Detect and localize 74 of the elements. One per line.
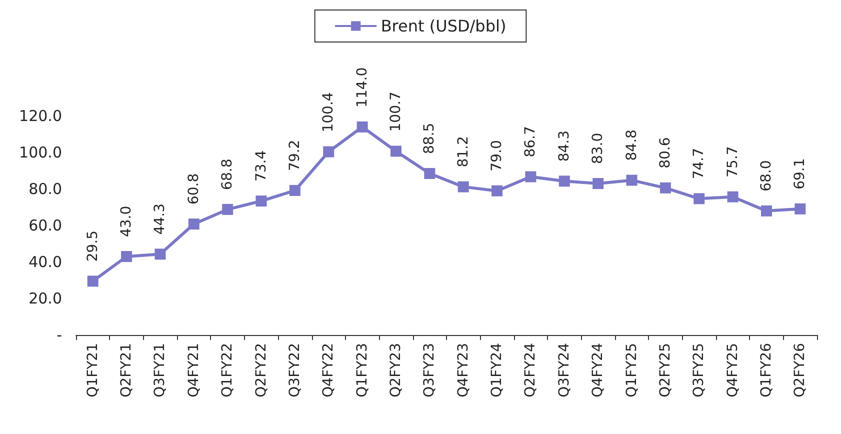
y-tick-label: 80.0 xyxy=(28,180,62,198)
x-tick-label: Q1FY22 xyxy=(220,343,236,398)
point xyxy=(727,191,738,202)
legend-label: Brent (USD/bbl) xyxy=(380,16,506,36)
text: 83.0 xyxy=(590,132,606,164)
y-tick-label: 40.0 xyxy=(28,253,62,271)
text: 29.5 xyxy=(84,230,101,262)
text: 68.0 xyxy=(758,160,774,192)
text: 100.4 xyxy=(320,92,337,132)
x-tick-label: Q4FY22 xyxy=(320,343,337,398)
x-tick-label: Q3FY21 xyxy=(152,343,168,398)
x-tick-label: Q4FY24 xyxy=(590,342,606,398)
x-tick-label: Q4FY25 xyxy=(724,343,741,398)
text: 44.3 xyxy=(152,203,168,235)
x-tick-label: Q3FY24 xyxy=(556,342,572,398)
x-tick-label: Q2FY21 xyxy=(118,343,135,398)
text: 79.2 xyxy=(286,140,303,171)
point xyxy=(256,196,267,207)
y-tick-label: - xyxy=(56,326,62,344)
x-tick-label: Q2FY23 xyxy=(388,343,404,398)
text: 100.7 xyxy=(388,92,404,132)
point xyxy=(188,218,200,230)
x-tick-label: Q1FY21 xyxy=(84,343,101,398)
x-tick-label: Q2FY24 xyxy=(522,342,539,398)
x-tick-label: Q3FY22 xyxy=(286,343,303,398)
x-tick-label: Q4FY23 xyxy=(455,343,472,398)
y-tick-label: 60.0 xyxy=(28,216,62,234)
text: 68.8 xyxy=(220,158,236,190)
point xyxy=(794,203,806,214)
text: 79.0 xyxy=(489,140,506,172)
point xyxy=(694,193,705,204)
point xyxy=(356,121,368,132)
x-tick-label: Q3FY23 xyxy=(422,343,438,398)
point xyxy=(154,248,166,260)
point xyxy=(289,184,300,196)
x-tick-label: Q4FY21 xyxy=(186,343,202,398)
x-tick-label: Q1FY23 xyxy=(354,343,370,398)
point xyxy=(222,204,234,215)
point xyxy=(660,182,671,194)
x-tick-label: Q1FY24 xyxy=(489,342,506,398)
y-tick-label: 20.0 xyxy=(28,290,62,308)
text: 43.0 xyxy=(118,206,135,238)
point xyxy=(492,185,503,196)
text: 73.4 xyxy=(253,150,270,182)
text: 86.7 xyxy=(522,126,539,158)
y-tick-label: 120.0 xyxy=(19,107,62,125)
text: 75.7 xyxy=(724,146,741,178)
x-tick-label: Q2FY25 xyxy=(657,343,674,398)
text: 114.0 xyxy=(354,67,370,108)
point xyxy=(424,168,436,179)
point xyxy=(525,171,536,182)
point xyxy=(323,146,334,158)
x-tick-label: Q2FY22 xyxy=(253,343,270,398)
point xyxy=(87,276,98,287)
point xyxy=(458,181,469,192)
point xyxy=(121,251,132,262)
text: 69.1 xyxy=(792,158,808,190)
y-tick-label: 100.0 xyxy=(19,144,62,162)
x-tick-label: Q2FY26 xyxy=(792,342,808,398)
text: 88.5 xyxy=(422,122,438,154)
text: 74.7 xyxy=(691,148,708,180)
point xyxy=(760,205,772,216)
x-tick-label: Q1FY26 xyxy=(758,342,774,398)
text: 84.3 xyxy=(556,130,572,162)
text: 84.8 xyxy=(624,130,640,161)
point xyxy=(390,146,402,157)
point xyxy=(592,178,604,190)
text: 60.8 xyxy=(186,173,202,205)
x-tick-label: Q3FY25 xyxy=(691,343,708,398)
text: 81.2 xyxy=(455,136,472,168)
point xyxy=(626,174,638,186)
point xyxy=(558,176,570,187)
text: 80.6 xyxy=(657,137,674,168)
x-tick-label: Q1FY25 xyxy=(624,343,640,398)
